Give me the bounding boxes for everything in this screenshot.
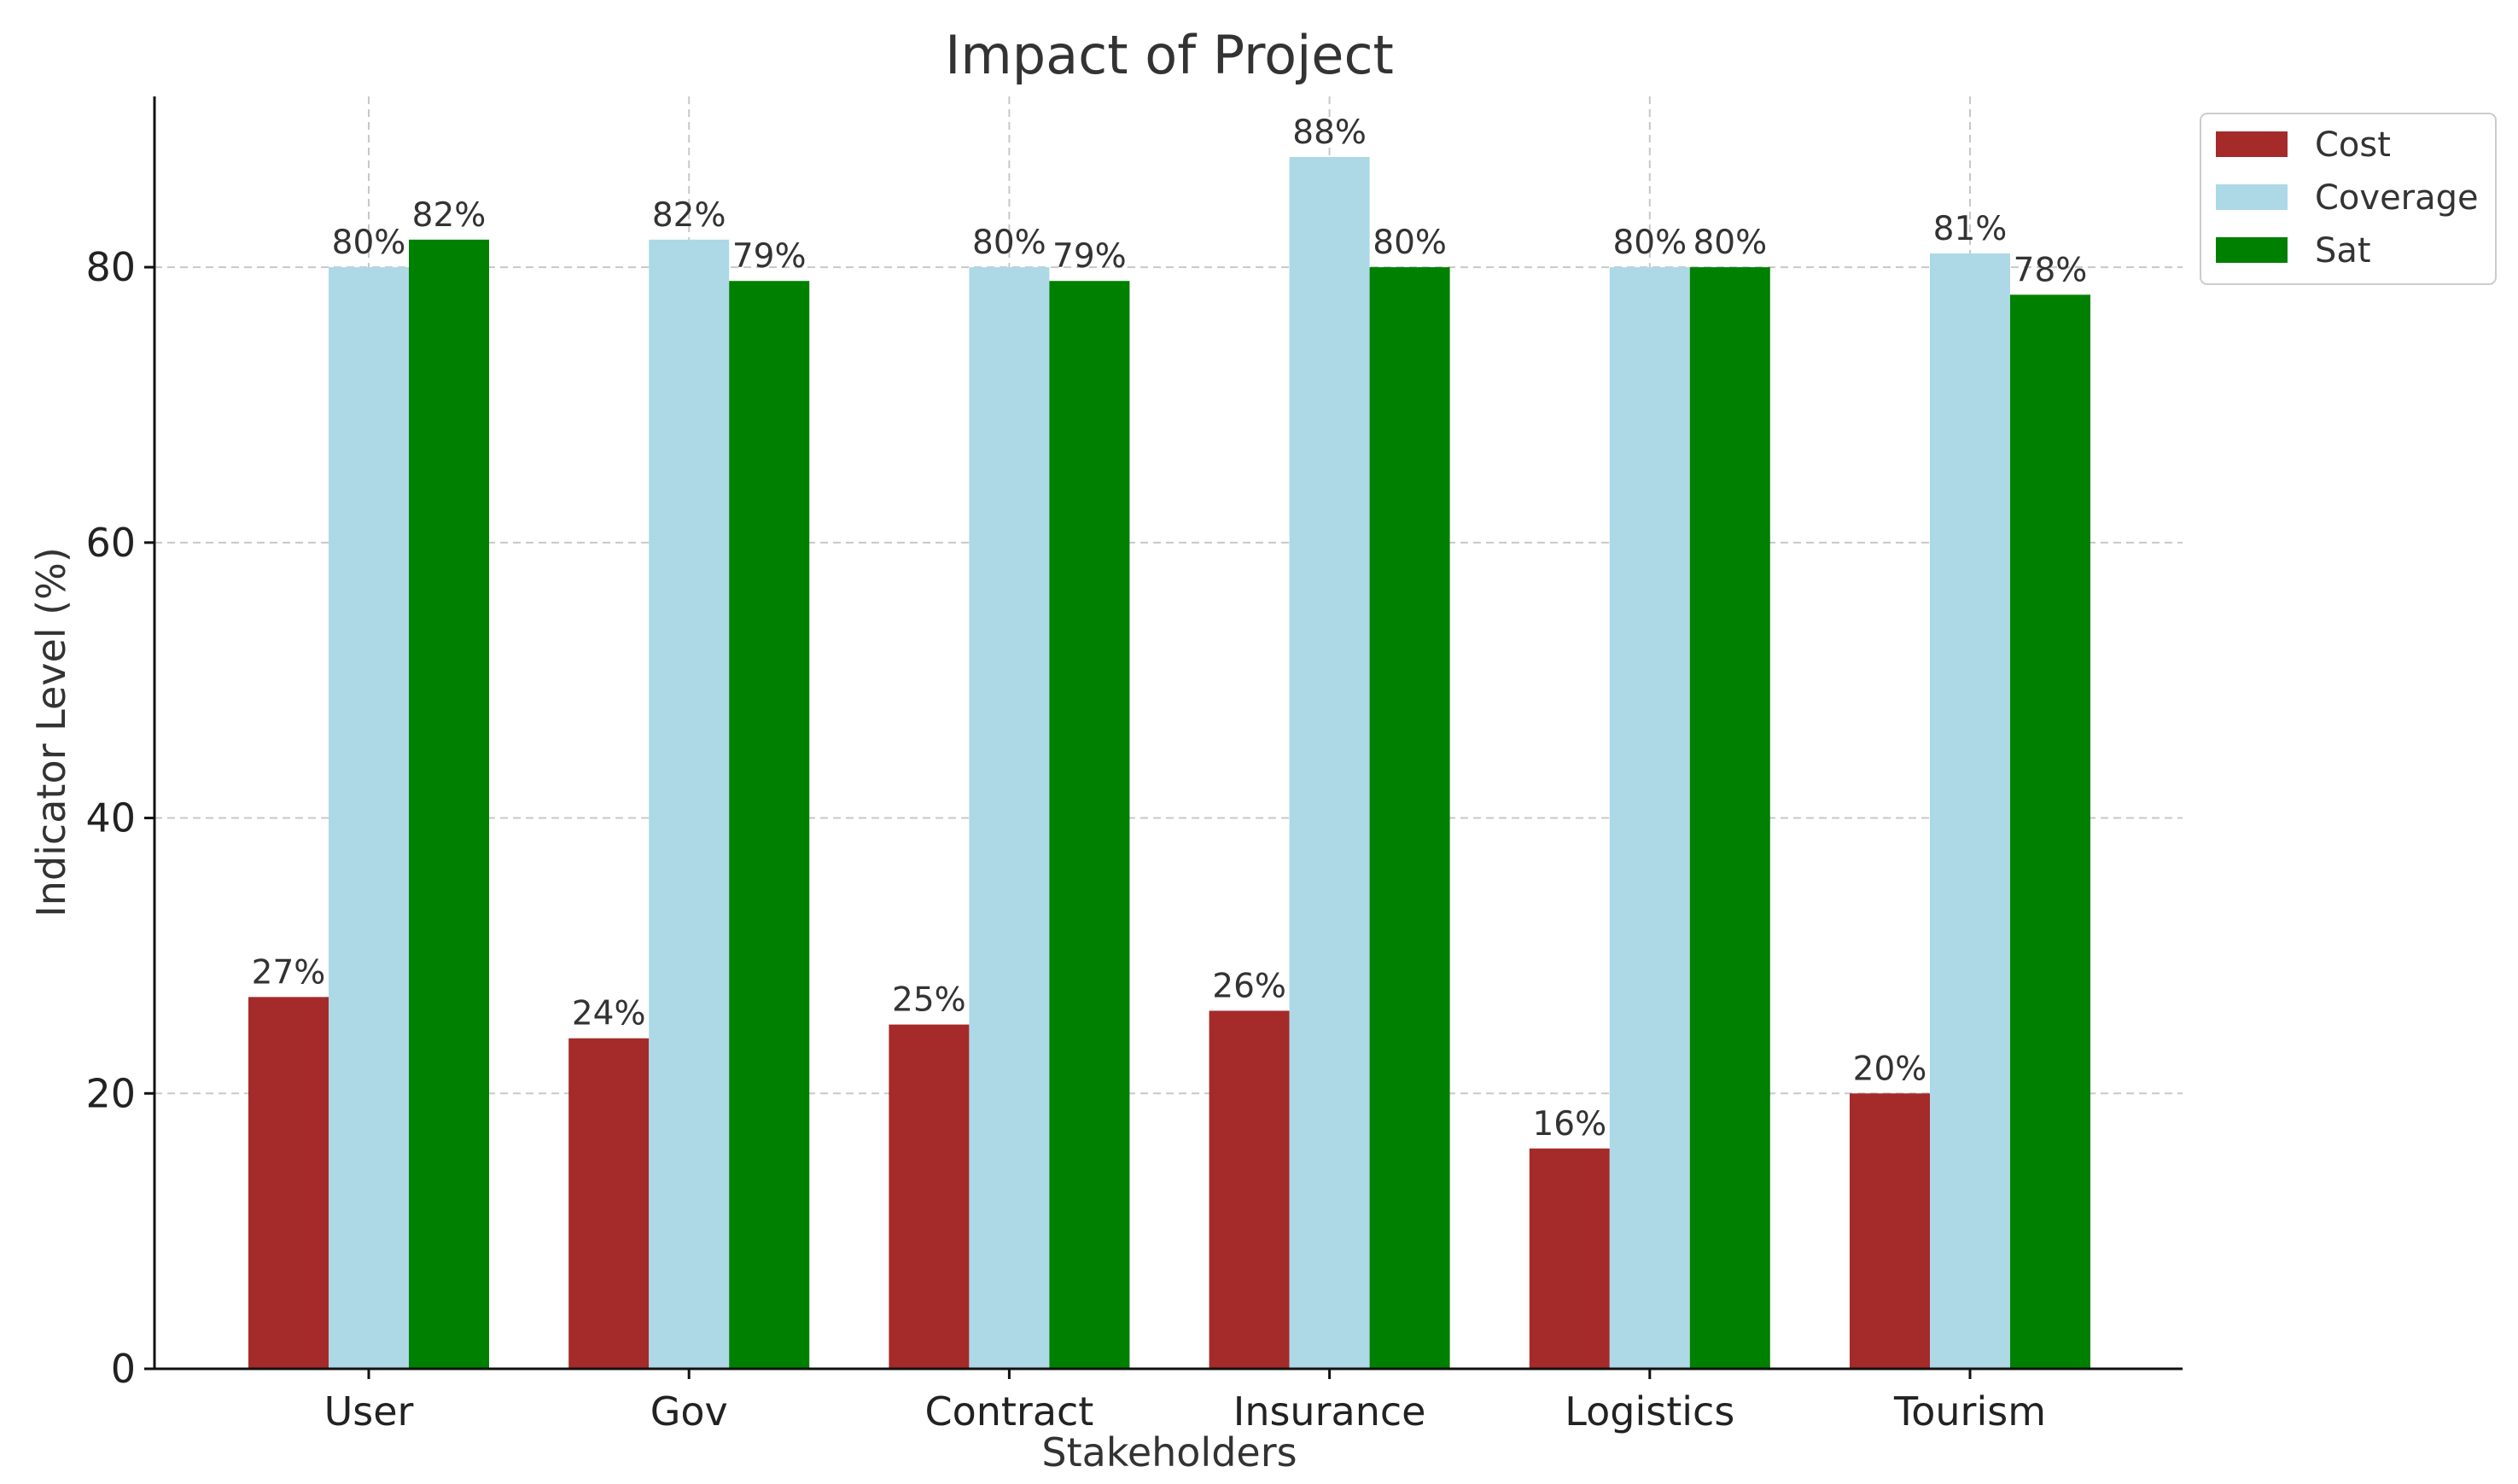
bar-cost — [1529, 1148, 1610, 1369]
bar-value-label: 79% — [732, 237, 807, 276]
bar-sat — [1049, 281, 1130, 1369]
legend-swatch-sat — [2216, 237, 2288, 263]
bar-coverage — [1609, 267, 1690, 1369]
y-tick-label: 0 — [111, 1346, 136, 1392]
x-tick-label: Logistics — [1565, 1388, 1734, 1435]
bar-value-label: 24% — [572, 995, 646, 1033]
y-tick-label: 60 — [85, 520, 136, 566]
bar-value-label: 80% — [1373, 224, 1447, 262]
bar-value-label: 82% — [412, 196, 487, 235]
bar-value-label: 79% — [1052, 237, 1127, 276]
bar-value-label: 78% — [2014, 251, 2088, 289]
bar-value-label: 26% — [1212, 967, 1286, 1005]
bar-sat — [2010, 294, 2090, 1369]
bar-value-label: 80% — [1693, 224, 1767, 262]
bar-coverage — [329, 267, 409, 1369]
y-tick-label: 20 — [85, 1070, 136, 1116]
bar-value-label: 80% — [972, 224, 1046, 262]
bar-value-label: 81% — [1933, 210, 2008, 248]
x-axis-title: Stakeholders — [1041, 1429, 1297, 1475]
bar-value-label: 80% — [332, 224, 406, 262]
bar-coverage — [1289, 157, 1370, 1369]
bar-value-label: 80% — [1612, 224, 1687, 262]
bar-coverage — [649, 239, 730, 1370]
y-tick-label: 40 — [85, 795, 136, 841]
bar-cost — [889, 1024, 970, 1369]
x-tick-label: Contract — [924, 1388, 1093, 1435]
bar-value-label: 88% — [1292, 113, 1367, 152]
chart-title: Impact of Project — [945, 24, 1394, 86]
x-tick-label: User — [324, 1388, 414, 1435]
y-axis-title: Indicator Level (%) — [28, 547, 74, 917]
bar-cost — [248, 997, 329, 1369]
bar-sat — [409, 239, 489, 1370]
bar-cost — [568, 1038, 650, 1369]
bar-cost — [1209, 1010, 1290, 1369]
legend-swatch-coverage — [2216, 184, 2288, 210]
x-tick-label: Tourism — [1893, 1388, 2046, 1435]
axes-layer: 0 20 40 60 80 User Gov Contract Insurance Logisti… — [85, 96, 2183, 1435]
legend: Cost Coverage Sat — [2200, 113, 2497, 285]
bar-value-label: 16% — [1532, 1105, 1606, 1144]
bar-coverage — [1930, 253, 2010, 1369]
bar-labels-layer: 27%24% 25% 26%16%20%80%82%80%88%80% 81%82%7… — [252, 113, 2088, 1144]
bar-value-label: 82% — [652, 196, 726, 235]
bar-value-label: 27% — [252, 953, 326, 992]
bar-sat — [1689, 267, 1770, 1369]
legend-label-sat: Sat — [2315, 231, 2371, 271]
bar-sat — [1369, 267, 1450, 1369]
y-tick-label: 80 — [85, 244, 136, 290]
bar-sat — [729, 281, 810, 1369]
bar-value-label: 25% — [892, 981, 966, 1020]
bar-value-label: 20% — [1853, 1050, 1927, 1088]
legend-label-cost: Cost — [2315, 125, 2391, 165]
legend-swatch-cost — [2216, 131, 2288, 157]
x-tick-label: Gov — [650, 1388, 728, 1435]
legend-label-coverage: Coverage — [2315, 178, 2479, 218]
bars-layer — [248, 157, 2090, 1370]
bar-cost — [1850, 1093, 1930, 1369]
bar-coverage — [969, 267, 1050, 1369]
x-tick-label: Insurance — [1233, 1388, 1426, 1435]
